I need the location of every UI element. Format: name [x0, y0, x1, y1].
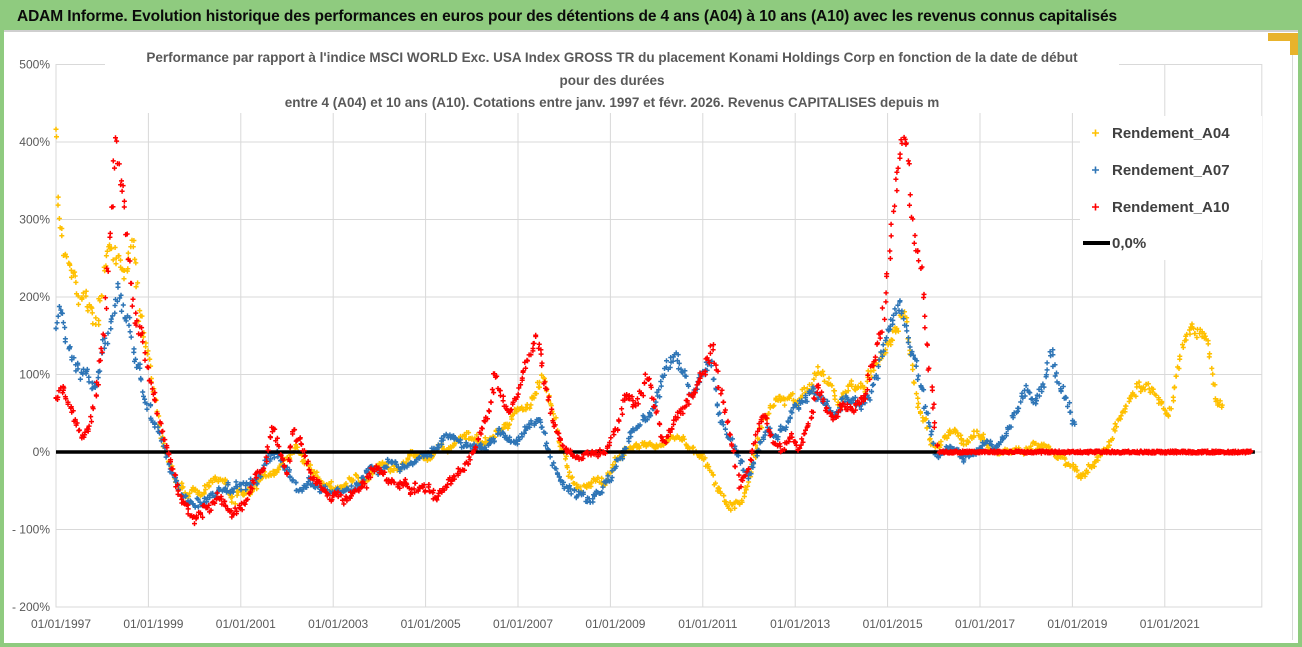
- legend-marker-icon: [1092, 203, 1099, 211]
- y-tick-label: 0%: [33, 445, 51, 459]
- x-tick-label: 01/01/2003: [308, 617, 368, 631]
- x-tick-label: 01/01/2009: [585, 617, 645, 631]
- x-tick-label: 01/01/2021: [1140, 617, 1200, 631]
- legend-item-label: Rendement_A07: [1112, 162, 1230, 179]
- chart-title-line: Performance par rapport à l'indice MSCI …: [146, 50, 1078, 65]
- x-tick-label: 01/01/2017: [955, 617, 1015, 631]
- y-tick-label: 300%: [19, 213, 50, 227]
- legend-item-rendement-a04[interactable]: Rendement_A04: [1092, 125, 1230, 142]
- series-rendement_a10-flat-markers[interactable]: [936, 448, 1254, 456]
- page-border-bottom: [0, 643, 1302, 647]
- y-axis-labels: 500% 400% 300% 200% 100% 0% - 100% - 200%: [12, 58, 50, 615]
- legend-item-rendement-a10[interactable]: Rendement_A10: [1092, 199, 1230, 216]
- legend-item-label: 0,0%: [1112, 235, 1146, 252]
- legend-item-rendement-a07[interactable]: Rendement_A07: [1092, 162, 1230, 179]
- right-edge-divider: [1292, 40, 1293, 640]
- x-tick-label: 01/01/2013: [770, 617, 830, 631]
- gold-corner-accent-vertical: [1290, 33, 1298, 55]
- gold-corner-accent-horizontal: [1268, 33, 1298, 41]
- chart-title: Performance par rapport à l'indice MSCI …: [146, 50, 1078, 110]
- x-tick-label: 01/01/2005: [401, 617, 461, 631]
- page-border-right: [1298, 0, 1302, 647]
- legend-item-0-0-[interactable]: 0,0%: [1083, 235, 1146, 252]
- chart-title-line: entre 4 (A04) et 10 ans (A10). Cotations…: [285, 95, 939, 110]
- x-tick-label: 01/01/2007: [493, 617, 553, 631]
- y-tick-label: - 100%: [12, 523, 50, 537]
- y-tick-label: 500%: [19, 58, 50, 72]
- x-axis-labels: 01/01/1997 01/01/1999 01/01/2001 01/01/2003…: [31, 617, 1200, 631]
- x-tick-label: 01/01/2011: [678, 617, 737, 631]
- y-tick-label: 400%: [19, 135, 50, 149]
- page-border-left: [0, 0, 4, 647]
- chart-title-backdrop: [105, 45, 1119, 113]
- series-rendement_a07-markers[interactable]: [53, 281, 1078, 510]
- legend-item-label: Rendement_A10: [1112, 199, 1230, 216]
- y-tick-label: - 200%: [12, 600, 50, 614]
- legend-backdrop: [1080, 116, 1262, 260]
- report-banner: ADAM Informe. Evolution historique des p…: [4, 4, 1298, 32]
- x-tick-label: 01/01/2001: [216, 617, 276, 631]
- chart-title-line: pour des durées: [559, 73, 664, 88]
- chart-legend: Rendement_A04 Rendement_A07 Rendement_A10 0…: [1080, 116, 1262, 260]
- x-tick-label: 01/01/1997: [31, 617, 91, 631]
- banner-title: ADAM Informe. Evolution historique des p…: [17, 8, 1118, 25]
- legend-marker-icon: [1092, 166, 1099, 174]
- page-border-top: [0, 0, 1302, 4]
- x-tick-label: 01/01/2015: [863, 617, 923, 631]
- legend-item-label: Rendement_A04: [1112, 125, 1230, 142]
- x-tick-label: 01/01/1999: [123, 617, 183, 631]
- y-tick-label: 200%: [19, 290, 50, 304]
- legend-marker-icon: [1092, 129, 1099, 137]
- series-rendement_a10-markers[interactable]: [53, 134, 941, 527]
- y-tick-label: 100%: [19, 368, 50, 382]
- x-tick-label: 01/01/2019: [1047, 617, 1107, 631]
